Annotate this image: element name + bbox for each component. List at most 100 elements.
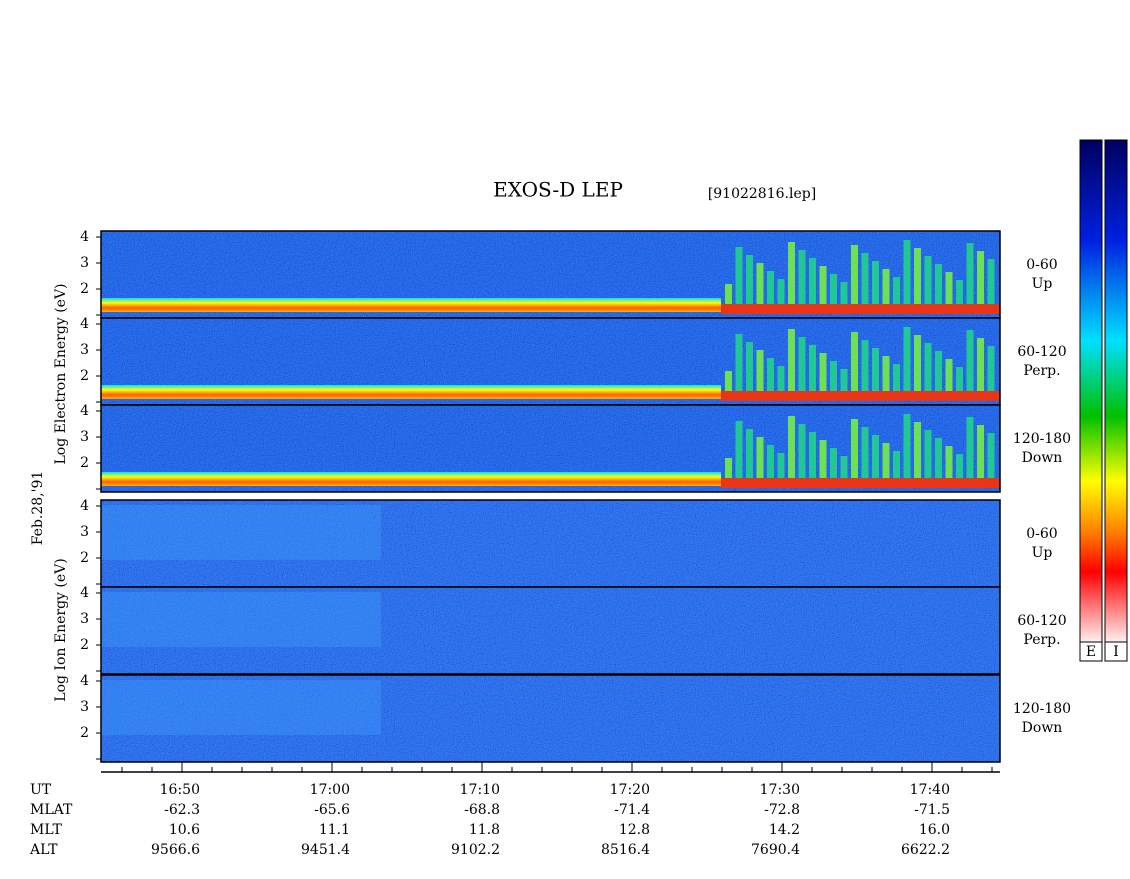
activity — [945, 272, 953, 304]
row-value: 11.8 — [469, 822, 500, 838]
activity — [777, 366, 785, 391]
activity — [893, 451, 900, 478]
electron-band — [721, 304, 1000, 314]
row-value: 17:00 — [310, 782, 350, 798]
activity — [861, 340, 869, 391]
activity — [725, 458, 732, 478]
colorbar-label-box — [1079, 641, 1103, 662]
row-value: 17:40 — [910, 782, 950, 798]
panel-pitch: 0-60 — [1026, 257, 1057, 273]
y-tick-label: 2 — [80, 281, 89, 297]
y-tick-label: 4 — [80, 229, 89, 245]
panel-direction: Perp. — [1023, 363, 1060, 379]
colorbar-label: E — [1086, 644, 1096, 660]
y-tick-label: 3 — [80, 699, 89, 715]
panel-frame — [100, 404, 1001, 493]
row-value: 9451.4 — [301, 842, 350, 858]
row-value: 6622.2 — [901, 842, 950, 858]
panel-frame — [100, 586, 1001, 675]
axis-label: Log Electron Energy (eV) — [53, 283, 69, 464]
activity — [788, 329, 795, 391]
axis-label: Log Ion Energy (eV) — [53, 558, 69, 701]
y-tick-label: 4 — [80, 403, 89, 419]
activity — [956, 367, 963, 391]
activity — [956, 280, 963, 304]
row-name: UT — [30, 782, 52, 798]
date-label: Feb.28,'91 — [30, 471, 46, 546]
y-tick-label: 3 — [80, 255, 89, 271]
activity — [935, 351, 942, 391]
activity — [756, 350, 764, 391]
activity — [977, 425, 984, 478]
row-value: 10.6 — [169, 822, 200, 838]
activity — [914, 335, 921, 391]
row-name: ALT — [29, 842, 58, 858]
panel-direction: Perp. — [1023, 632, 1060, 648]
title: EXOS-D LEP — [493, 178, 623, 202]
electron-band — [721, 478, 1000, 488]
activity — [777, 279, 785, 304]
panel-direction: Up — [1032, 545, 1053, 561]
row-name: MLT — [30, 822, 62, 838]
activity — [956, 454, 963, 478]
activity — [746, 255, 753, 304]
row-value: 8516.4 — [601, 842, 650, 858]
y-tick-label: 3 — [80, 524, 89, 540]
row-value: 16:50 — [160, 782, 200, 798]
spectrogram-panels — [100, 230, 1001, 763]
activity — [987, 346, 995, 391]
ion-flux — [101, 505, 381, 560]
activity — [903, 414, 911, 478]
activity — [893, 277, 900, 304]
y-tick-label: 2 — [80, 368, 89, 384]
row-value: 12.8 — [619, 822, 650, 838]
activity — [872, 435, 879, 478]
y-tick-label: 3 — [80, 429, 89, 445]
activity — [966, 330, 974, 391]
ion-flux — [101, 680, 381, 735]
activity — [882, 356, 890, 391]
activity — [809, 258, 816, 304]
panel-noise — [101, 675, 1000, 762]
activity — [798, 337, 806, 391]
activity — [725, 284, 732, 304]
activity — [777, 453, 785, 478]
activity — [872, 261, 879, 304]
activity — [987, 433, 995, 478]
activity — [735, 334, 743, 391]
activity — [830, 274, 837, 304]
activity — [840, 282, 848, 304]
activity — [767, 358, 774, 391]
y-tick-label: 3 — [80, 611, 89, 627]
panel-pitch: 120-180 — [1013, 431, 1071, 447]
panel-pitch: 60-120 — [1017, 613, 1066, 629]
activity — [977, 338, 984, 391]
y-tick-label: 4 — [80, 316, 89, 332]
row-value: -65.6 — [314, 802, 350, 818]
electron-band — [101, 385, 721, 399]
activity — [840, 369, 848, 391]
panel-direction: Down — [1022, 450, 1063, 466]
activity — [735, 421, 743, 478]
activity — [788, 242, 795, 304]
panel-noise — [101, 587, 1000, 674]
y-tick-label: 2 — [80, 637, 89, 653]
electron-band — [721, 391, 1000, 401]
activity — [977, 251, 984, 304]
row-value: -71.5 — [914, 802, 950, 818]
row-value: 9102.2 — [451, 842, 500, 858]
panel-pitch: 60-120 — [1017, 344, 1066, 360]
activity — [945, 446, 953, 478]
row-value: 7690.4 — [751, 842, 800, 858]
activity — [861, 427, 869, 478]
y-tick-label: 4 — [80, 673, 89, 689]
activity — [767, 271, 774, 304]
activity — [966, 243, 974, 304]
activity — [809, 432, 816, 478]
row-value: 17:30 — [760, 782, 800, 798]
activity — [882, 269, 890, 304]
row-value: -62.3 — [164, 802, 200, 818]
activity — [735, 247, 743, 304]
activity — [861, 253, 869, 304]
